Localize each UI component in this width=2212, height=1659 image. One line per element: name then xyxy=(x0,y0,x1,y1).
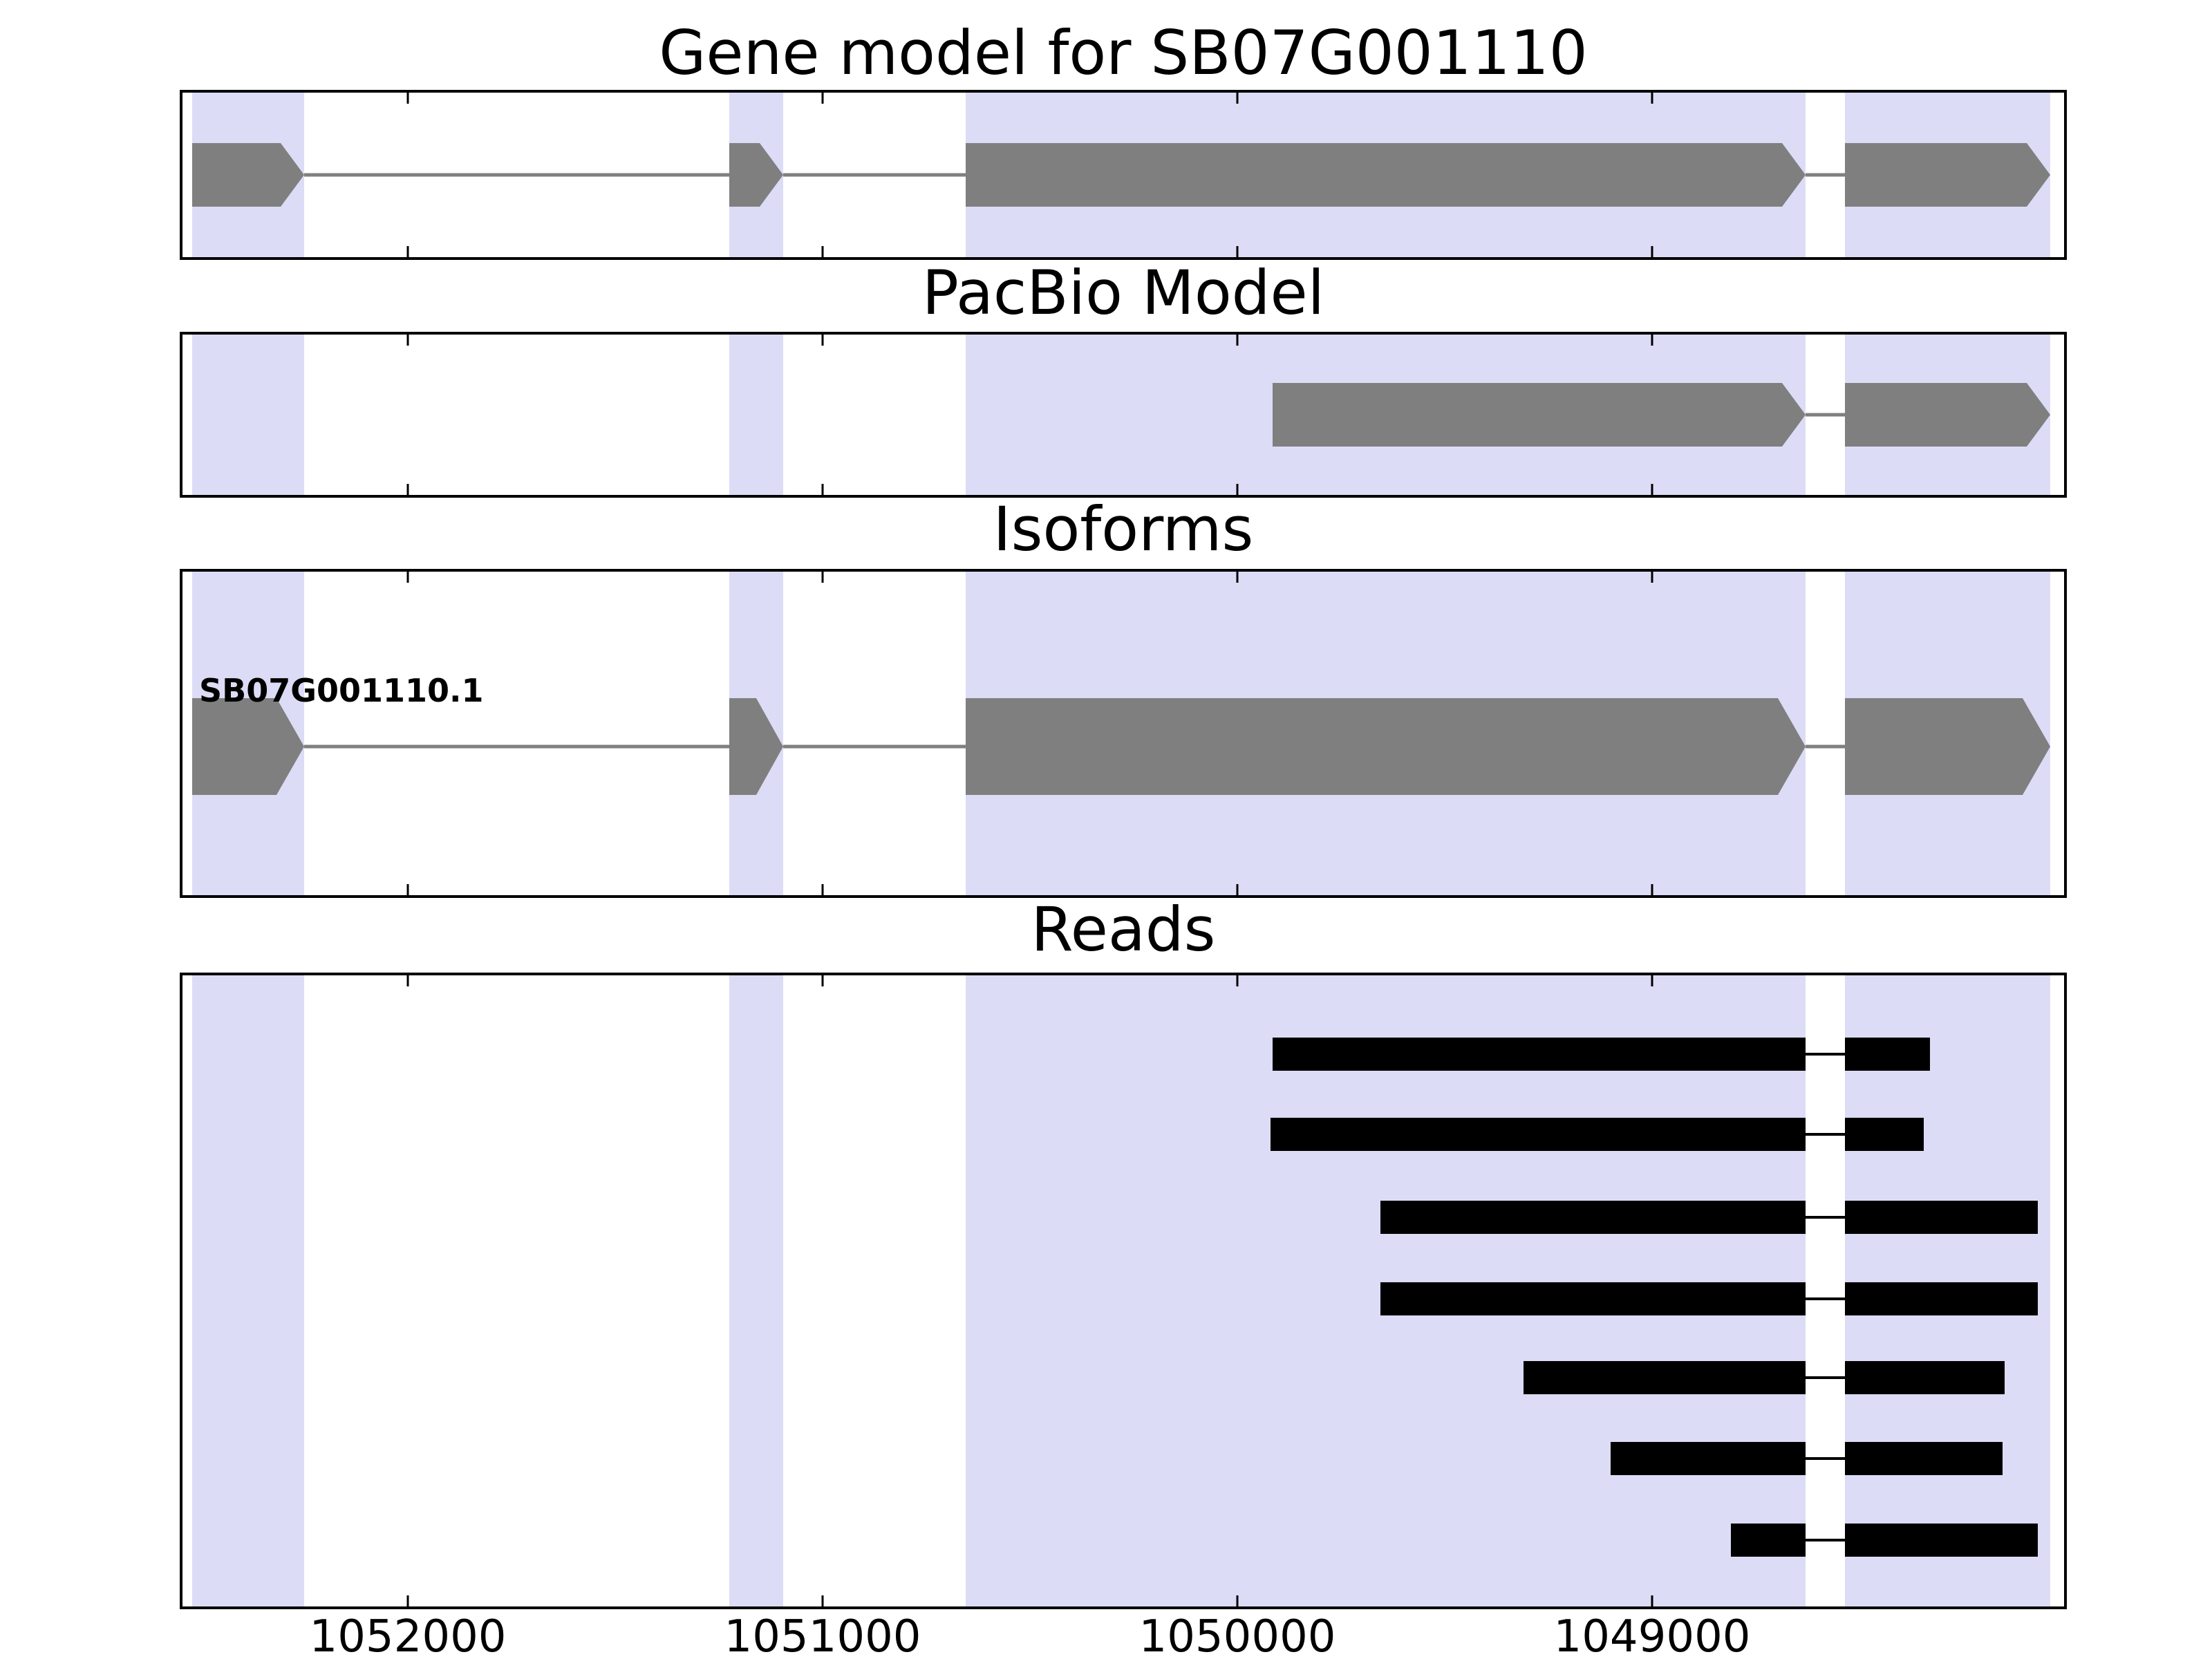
exon-arrow xyxy=(966,698,1806,795)
read-segment xyxy=(1271,1118,1806,1151)
x-tick-label-2: 1050000 xyxy=(1138,1611,1336,1659)
read-segment xyxy=(1845,1118,1924,1151)
pacbio-model-panel xyxy=(180,332,2067,498)
exon-highlight-band xyxy=(729,973,783,1609)
read-segment xyxy=(1845,1282,2038,1315)
panel-border xyxy=(180,569,2067,898)
panel-title-reads: Reads xyxy=(1031,894,1216,965)
read-segment xyxy=(1845,1442,2003,1475)
read-segment xyxy=(1845,1201,2038,1234)
exon-arrow xyxy=(192,698,304,795)
exon-arrow xyxy=(1845,698,2050,795)
exon-arrow xyxy=(729,698,783,795)
panel-border xyxy=(180,332,2067,498)
read-segment xyxy=(1731,1524,1806,1557)
read-segment xyxy=(1845,1361,2005,1394)
exon-arrow xyxy=(966,143,1806,207)
x-tick-label-1: 1051000 xyxy=(724,1611,921,1659)
read-segment xyxy=(1380,1282,1806,1315)
read-segment xyxy=(1273,1038,1806,1071)
exon-highlight-band xyxy=(192,973,304,1609)
read-segment xyxy=(1380,1201,1806,1234)
panel-border xyxy=(180,973,2067,1609)
exon-arrow xyxy=(729,143,783,207)
exon-arrow xyxy=(192,143,304,207)
x-tick-label-3: 1049000 xyxy=(1553,1611,1751,1659)
x-tick-label-0: 1052000 xyxy=(309,1611,507,1659)
panel-title-isoforms: Isoforms xyxy=(993,494,1254,565)
panel-border xyxy=(180,90,2067,260)
panel-title-gene-model: Gene model for SB07G001110 xyxy=(659,17,1588,88)
isoform-label: SB07G001110.1 xyxy=(199,672,484,709)
panel-title-pacbio-model: PacBio Model xyxy=(921,257,1325,328)
read-segment xyxy=(1845,1038,1930,1071)
gene-model-panel xyxy=(180,90,2067,260)
exon-arrow xyxy=(1273,383,1806,447)
exon-highlight-band xyxy=(729,332,783,498)
isoforms-panel xyxy=(180,569,2067,898)
exon-highlight-band xyxy=(192,332,304,498)
read-segment xyxy=(1845,1524,2038,1557)
read-segment xyxy=(1524,1361,1806,1394)
exon-arrow xyxy=(1845,143,2050,207)
exon-arrow xyxy=(1845,383,2050,447)
read-segment xyxy=(1611,1442,1806,1475)
reads-panel xyxy=(180,973,2067,1609)
